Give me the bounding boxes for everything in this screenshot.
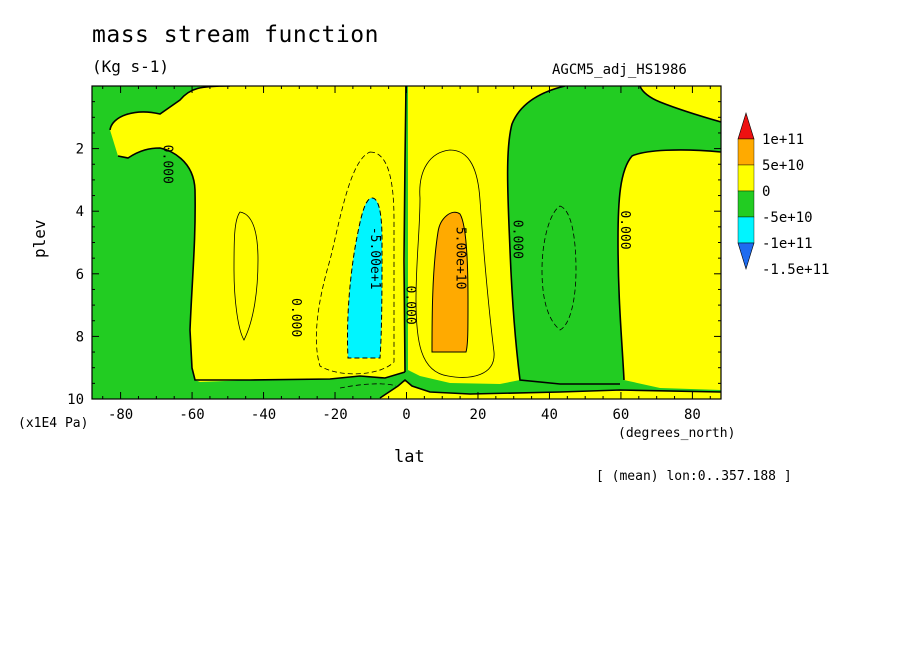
contour-labels: -5.00e+1 5.00e+10 0.000 0.000 0.000 0.000 0.00… [159, 145, 631, 338]
field-positive-north-high [640, 86, 721, 122]
contour-label: 0.000 [617, 210, 632, 249]
colorbar-band [737, 138, 755, 166]
filled-contours [92, 86, 721, 399]
x-tick-label: 0 [402, 407, 410, 423]
chart-units: (Kg s-1) [92, 57, 170, 76]
x-tick-label: -80 [108, 407, 133, 423]
core-pos-outline [431, 211, 469, 353]
y-tick-label: 10 [67, 392, 84, 408]
colorbar-bottom-arrow [737, 242, 755, 271]
zero-contour-north-3 [639, 86, 721, 123]
colorbar-band [737, 216, 755, 244]
x-tick-label: 20 [470, 407, 487, 423]
contour-label: -5.00e+1 [367, 227, 382, 290]
colorbar-label: 1e+11 [762, 132, 804, 148]
y-tick-label: 4 [76, 204, 84, 220]
colorbar-label: 5e+10 [762, 158, 804, 174]
pos-contour-ring [415, 149, 495, 378]
x-tick-label: 80 [684, 407, 701, 423]
colorbar-band [737, 164, 755, 192]
contour-label: 0.000 [403, 286, 418, 325]
contour-label: 5.00e+10 [453, 227, 468, 290]
colorbar-band [737, 190, 755, 218]
colorbar-label: 0 [762, 184, 770, 200]
colorbar-label: -5e+10 [762, 210, 813, 226]
y-tick-label: 6 [76, 267, 84, 283]
field-core-negative [347, 198, 382, 358]
zero-contour-south [109, 86, 231, 131]
neg-contour-ring [316, 151, 395, 375]
colorbar-top-arrow [737, 111, 755, 140]
contour-label: 0.000 [288, 298, 303, 337]
x-axis-units: (degrees_north) [618, 426, 736, 441]
contour-lines [109, 86, 721, 399]
x-tick-label: 40 [541, 407, 558, 423]
contour-label: 0.000 [159, 145, 174, 184]
pos-contour-south-small [233, 211, 259, 341]
core-neg-outline [346, 197, 383, 359]
axis-ticks: -80 -60 -40 -20 0 20 40 60 80 2 4 6 8 10 [67, 86, 721, 423]
x-tick-label: -20 [322, 407, 347, 423]
x-axis-label: lat [394, 447, 425, 467]
x-tick-label: -40 [251, 407, 276, 423]
contour-label: 0.000 [510, 220, 525, 259]
zero-contour-south-2 [117, 147, 406, 381]
zero-contour-equator [403, 86, 407, 373]
zero-contour-north [506, 86, 620, 385]
zero-contour-surface [379, 378, 721, 399]
zero-contour-north-2 [617, 149, 721, 381]
field-core-positive [432, 212, 468, 352]
chart-title: mass stream function [92, 22, 379, 48]
y-axis-units: (x1E4 Pa) [18, 416, 89, 431]
field-positive-south [110, 86, 405, 382]
colorbar: 1e+11 5e+10 0 -5e+10 -1e+11 -1.5e+11 [737, 111, 829, 278]
colorbar-label: -1.5e+11 [762, 262, 829, 278]
x-tick-label: 60 [613, 407, 630, 423]
y-tick-label: 2 [76, 142, 84, 158]
footnote: [ (mean) lon:0..357.188 ] [596, 469, 792, 484]
neg-contour-north-small [541, 205, 577, 331]
field-positive-north-pole [618, 149, 721, 390]
colorbar-label: -1e+11 [762, 236, 813, 252]
y-tick-label: 8 [76, 329, 84, 345]
x-tick-label: -60 [179, 407, 204, 423]
run-name: AGCM5_adj_HS1986 [552, 62, 687, 78]
